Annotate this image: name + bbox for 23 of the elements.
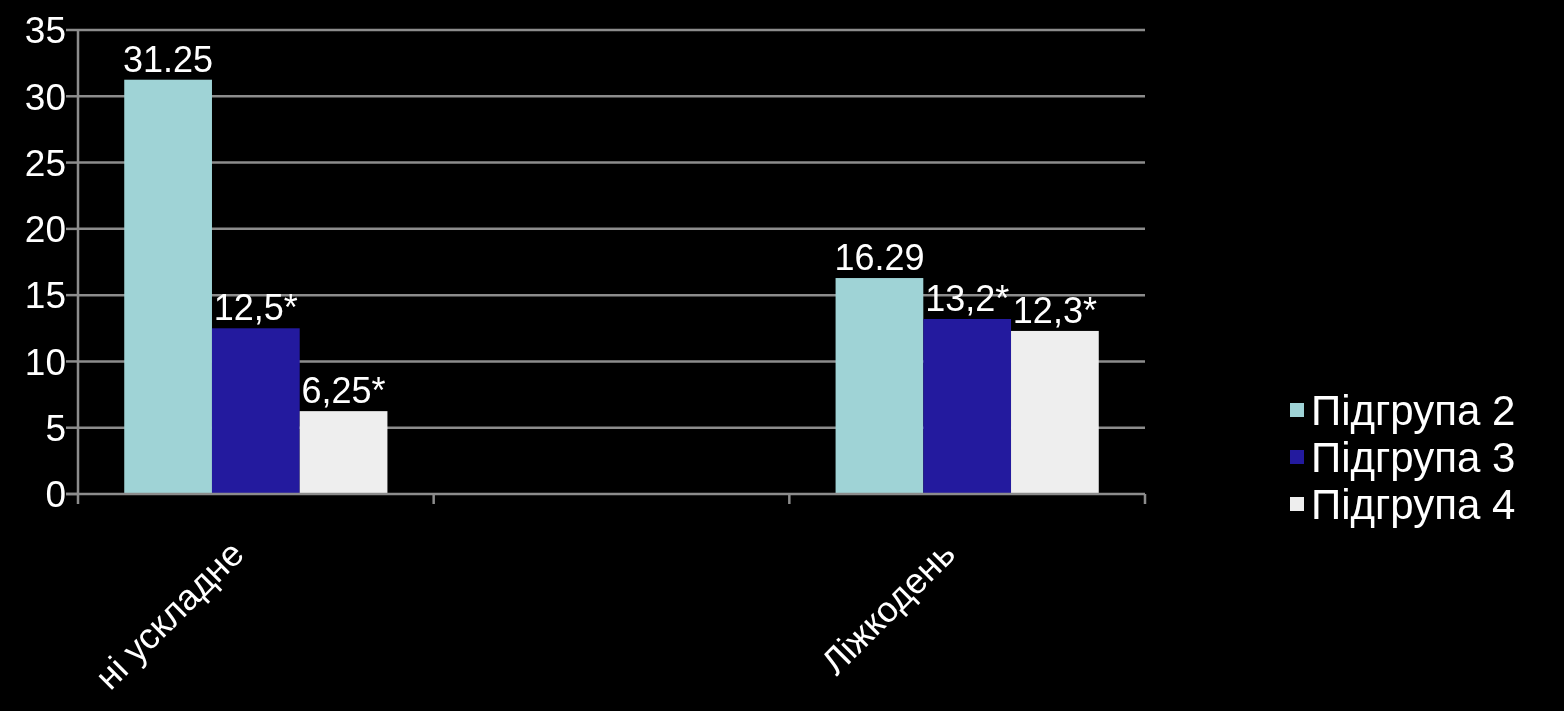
y-tick-label: 0 bbox=[45, 474, 66, 516]
data-label: 6,25* bbox=[301, 370, 386, 412]
y-tick-label: 35 bbox=[24, 10, 66, 52]
y-tick-label: 10 bbox=[24, 341, 66, 383]
y-tick-label: 15 bbox=[24, 275, 66, 317]
legend-label: Підгрупа 3 bbox=[1311, 434, 1516, 482]
y-tick-label: 25 bbox=[24, 142, 66, 184]
legend-label: Підгрупа 4 bbox=[1311, 481, 1516, 529]
data-label: 12,3* bbox=[1012, 289, 1097, 331]
data-label: 13,2* bbox=[925, 278, 1010, 320]
data-label: 12,5* bbox=[213, 287, 298, 329]
bar bbox=[124, 79, 212, 494]
y-tick-label: 20 bbox=[24, 209, 66, 251]
bar bbox=[923, 319, 1012, 494]
data-label: 16.29 bbox=[834, 237, 925, 279]
bar bbox=[211, 328, 300, 494]
bar bbox=[835, 278, 924, 494]
bar bbox=[1011, 330, 1099, 494]
y-tick-label: 5 bbox=[45, 408, 66, 450]
legend-label: Підгрупа 2 bbox=[1311, 387, 1516, 435]
y-tick-label: 30 bbox=[24, 76, 66, 118]
data-label: 31.25 bbox=[123, 38, 214, 80]
bar bbox=[299, 411, 388, 494]
